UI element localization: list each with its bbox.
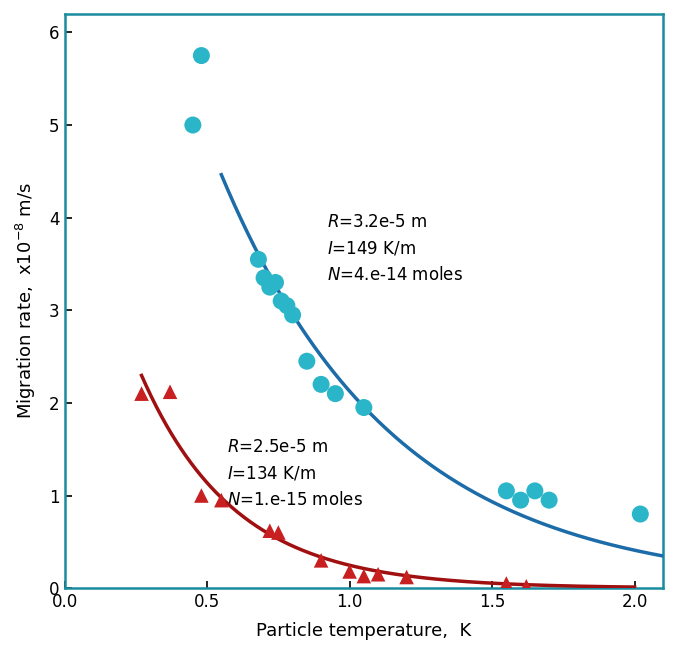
Point	[273, 527, 284, 538]
Point	[196, 50, 206, 61]
X-axis label: Particle temperature,  K: Particle temperature, K	[256, 622, 471, 640]
Point	[401, 572, 412, 582]
Point	[344, 566, 355, 577]
Point	[521, 581, 531, 591]
Point	[259, 273, 269, 283]
Point	[358, 402, 369, 413]
Point	[216, 495, 227, 506]
Point	[315, 555, 326, 566]
Point	[287, 310, 298, 320]
Point	[270, 277, 281, 288]
Point	[196, 490, 206, 501]
Point	[188, 120, 198, 130]
Point	[276, 296, 286, 306]
Point	[635, 509, 646, 519]
Point	[301, 356, 312, 366]
Point	[501, 486, 512, 496]
Point	[358, 571, 369, 581]
Point	[282, 300, 292, 311]
Text: $R$=2.5e-5 m
$I$=134 K/m
$N$=1.e-15 moles: $R$=2.5e-5 m $I$=134 K/m $N$=1.e-15 mole…	[227, 438, 363, 509]
Point	[136, 388, 147, 399]
Y-axis label: Migration rate,  x10$^{-8}$ m/s: Migration rate, x10$^{-8}$ m/s	[14, 182, 38, 419]
Point	[544, 495, 554, 506]
Point	[253, 254, 264, 265]
Text: $R$=3.2e-5 m
$I$=149 K/m
$N$=4.e-14 moles: $R$=3.2e-5 m $I$=149 K/m $N$=4.e-14 mole…	[327, 213, 463, 284]
Point	[315, 379, 326, 390]
Point	[330, 388, 341, 399]
Point	[265, 282, 276, 292]
Point	[265, 525, 276, 536]
Point	[529, 486, 540, 496]
Point	[372, 569, 383, 579]
Point	[501, 578, 512, 589]
Point	[165, 387, 175, 397]
Point	[515, 495, 526, 506]
